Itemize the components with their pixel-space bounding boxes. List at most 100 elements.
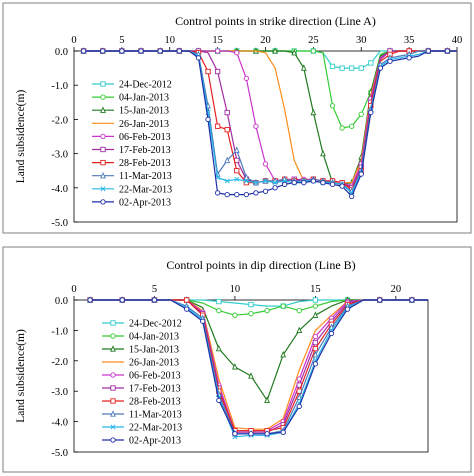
data-point [339,183,345,189]
data-point [200,318,206,324]
data-point [216,298,222,305]
data-point [234,176,240,182]
data-point [110,424,116,430]
x-tick-label: 5 [152,284,157,295]
data-point [272,185,278,191]
legend-label: 04-Jan-2013 [119,93,169,104]
y-tick-label: -5.0 [51,218,68,229]
x-tick-label: 0 [71,35,76,46]
data-point [312,333,319,340]
legend-label: 17-Feb-2013 [119,145,171,156]
y-tick-label: -5.0 [51,448,68,459]
legend-label: 17-Feb-2013 [129,384,181,395]
legend-label: 24-Dec-2012 [129,319,182,330]
data-point [262,178,269,184]
data-point [214,68,221,75]
data-point [234,50,240,56]
x-tick-label: 5 [119,35,124,46]
x-tick-label: 40 [452,35,463,46]
data-point [264,396,270,403]
y-tick-label: -1.0 [51,81,68,92]
legend-entry: 17-Feb-2013 [92,145,171,156]
data-point [157,48,163,54]
legend-entry: 06-Feb-2013 [102,371,181,382]
x-tick-label: 20 [391,284,402,295]
data-point [358,65,364,71]
data-point [110,398,116,404]
data-point [100,133,106,140]
data-point [349,123,355,129]
data-point [329,63,336,70]
data-point [409,297,415,303]
legend-label: 15-Jan-2013 [119,106,169,117]
data-point [264,307,270,314]
data-point [243,173,250,181]
legend-label: 06-Feb-2013 [119,132,171,143]
data-point [253,190,259,196]
data-point [216,307,222,314]
data-point [100,94,106,100]
legend-label: 02-Apr-2013 [129,436,181,447]
data-point [358,171,364,177]
legend-label: 22-Mar-2013 [129,423,182,434]
data-point [300,64,307,71]
y-tick-label: -3.0 [51,387,68,398]
data-point [243,191,250,198]
data-point [100,106,106,113]
data-point [224,178,230,184]
data-point [368,109,374,116]
data-point [110,372,116,378]
data-point [248,431,254,437]
series-04-Jan-2013 [87,297,428,318]
data-point [100,199,106,205]
y-tick-label: -1.0 [51,326,68,337]
data-point [110,410,116,417]
data-point [310,108,317,116]
data-point [253,180,259,186]
legend-entry: 22-Mar-2013 [102,423,182,434]
data-point [87,297,93,303]
data-point [176,48,182,54]
legend-entry: 24-Dec-2012 [102,319,182,330]
data-point [310,48,317,54]
x-tick-label: 20 [260,35,271,46]
legend-entry: 02-Apr-2013 [92,197,171,208]
chart-title: Control points in dip direction (Line B) [166,258,355,272]
data-point [329,103,336,109]
legend-label: 22-Mar-2013 [119,184,172,195]
data-point [329,181,336,188]
data-point [280,429,286,435]
data-point [339,125,345,131]
legend-entry: 06-Feb-2013 [92,132,171,143]
x-tick-label: 10 [165,35,176,46]
data-point [216,397,222,403]
data-point [280,303,286,309]
legend: 24-Dec-2012 04-Jan-2013 15-Jan-2013 26-Jan-… [92,80,172,208]
data-point [425,48,431,54]
data-point [358,111,364,117]
data-point [234,191,240,198]
data-point [100,146,106,153]
data-point [312,361,319,367]
legend-entry: 22-Mar-2013 [92,184,172,195]
data-point [296,307,302,314]
data-point [232,312,238,318]
x-tick-label: 10 [230,284,241,295]
data-point [253,123,259,129]
legend-label: 06-Feb-2013 [129,371,181,382]
data-point [291,48,298,56]
data-point [100,186,106,192]
data-point [264,431,270,437]
data-point [232,431,238,437]
data-point [110,385,116,391]
data-point [328,330,335,337]
legend-label: 02-Apr-2013 [119,197,171,208]
data-point [248,372,254,379]
data-point [377,297,383,303]
data-point [262,161,269,167]
data-point [349,65,355,71]
data-point [368,60,374,66]
legend-entry: 15-Jan-2013 [102,345,179,356]
y-tick-label: -4.0 [51,418,68,429]
series-line [90,299,428,435]
